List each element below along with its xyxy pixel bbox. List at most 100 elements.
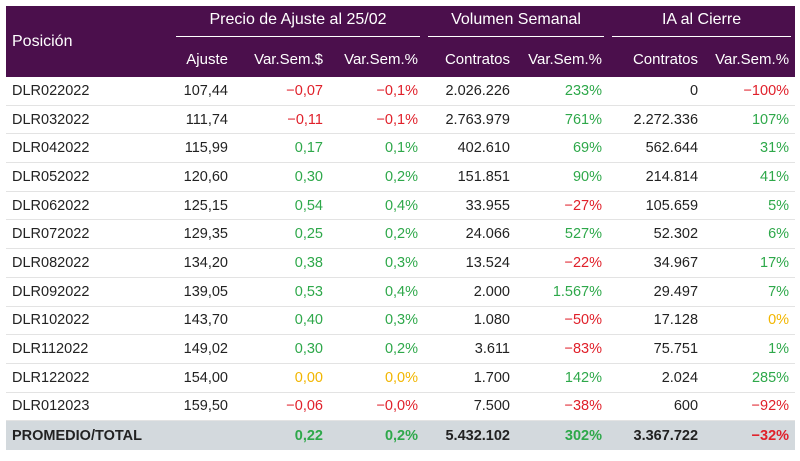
cell-oi-contracts: 75.751 — [608, 334, 705, 364]
cell-ajuste: 107,44 — [172, 77, 234, 106]
volume-group-label: Volumen Semanal — [428, 11, 605, 37]
cell-vol-var-pct: 142% — [516, 363, 609, 393]
cell-oi-var-pct: 31% — [704, 133, 796, 164]
cell-vol-contracts: 2.763.979 — [424, 105, 516, 135]
cell-vol-var-pct: 233% — [516, 77, 609, 106]
table-header: Posición Precio de Ajuste al 25/02 Volum… — [6, 6, 796, 77]
cell-vol-contracts: 2.000 — [424, 277, 516, 307]
table-row: DLR092022 139,05 0,53 0,4% 2.000 1.567% 29.497… — [6, 277, 796, 307]
cell-var-pct: 0,2% — [329, 334, 424, 364]
cell-var-pesos: 0,25 — [234, 219, 329, 250]
cell-var-pesos: 0,30 — [234, 334, 329, 364]
cell-vol-var-pct: −50% — [516, 306, 609, 336]
cell-contract-name: DLR112022 — [6, 334, 172, 364]
cell-var-pct: 0,2% — [329, 420, 424, 451]
cell-var-pesos: 0,54 — [234, 191, 329, 221]
cell-oi-var-pct: 5% — [704, 191, 796, 221]
cell-vol-var-pct: 527% — [516, 219, 609, 250]
cell-vol-contracts: 5.432.102 — [424, 420, 516, 451]
cell-ajuste: 111,74 — [172, 105, 234, 135]
table-row: DLR062022 125,15 0,54 0,4% 33.955 −27% 105.659… — [6, 191, 796, 221]
table-row: DLR022022 107,44 −0,07 −0,1% 2.026.226 233% 0−… — [6, 77, 796, 106]
cell-ajuste: 129,35 — [172, 219, 234, 250]
cell-oi-contracts: 600 — [608, 392, 705, 422]
cell-vol-contracts: 402.610 — [424, 133, 516, 164]
cell-vol-contracts: 1.080 — [424, 306, 516, 336]
col-header-var-pesos: Var.Sem.$ — [234, 41, 329, 77]
cell-vol-contracts: 151.851 — [424, 162, 516, 192]
cell-var-pesos: −0,11 — [234, 105, 329, 135]
open-interest-group-label: IA al Cierre — [612, 11, 792, 37]
table-row: DLR122022 154,00 0,00 0,0% 1.700 142% 2.024 285… — [6, 363, 796, 393]
cell-var-pct: −0,0% — [329, 392, 424, 422]
col-header-oi-var-pct: Var.Sem.% — [704, 41, 796, 77]
cell-oi-var-pct: 6% — [704, 219, 796, 250]
table-row: DLR012023 159,50 −0,06 −0,0% 7.500 −38% 600 −92… — [6, 392, 796, 422]
table-body: DLR022022 107,44 −0,07 −0,1% 2.026.226 233% 0−… — [6, 77, 796, 451]
cell-vol-contracts: 7.500 — [424, 392, 516, 422]
cell-vol-contracts: 2.026.226 — [424, 77, 516, 106]
cell-oi-var-pct: 107% — [704, 105, 796, 135]
cell-contract-name: DLR022022 — [6, 77, 172, 106]
cell-ajuste: 154,00 — [172, 363, 234, 393]
cell-vol-contracts: 1.700 — [424, 363, 516, 393]
col-header-vol-var-pct: Var.Sem.% — [516, 41, 609, 77]
cell-var-pesos: 0,00 — [234, 363, 329, 393]
cell-contract-name: DLR012023 — [6, 392, 172, 422]
cell-oi-contracts: 52.302 — [608, 219, 705, 250]
cell-oi-contracts: 34.967 — [608, 248, 705, 278]
cell-oi-var-pct: 285% — [704, 363, 796, 393]
total-row: PROMEDIO/TOTAL 0,22 0,2% 5.432.102 302% 3.367… — [6, 420, 796, 451]
cell-contract-name: DLR062022 — [6, 191, 172, 221]
cell-var-pesos: −0,07 — [234, 77, 329, 106]
col-header-vol-contracts: Contratos — [424, 41, 516, 77]
cell-contract-name: DLR042022 — [6, 133, 172, 164]
cell-ajuste: 125,15 — [172, 191, 234, 221]
table-row: DLR052022 120,60 0,30 0,2% 151.851 90% 214.814… — [6, 162, 796, 192]
table-row: DLR102022 143,70 0,40 0,3% 1.080 −50% 17.128 0% — [6, 306, 796, 336]
cell-vol-contracts: 24.066 — [424, 219, 516, 250]
cell-vol-var-pct: −38% — [516, 392, 609, 422]
table-row: DLR032022 111,74 −0,11 −0,1% 2.763.979 761% 2.… — [6, 105, 796, 135]
table-row: DLR112022 149,02 0,30 0,2% 3.611 −83% 75.751 1% — [6, 334, 796, 364]
col-header-oi-contracts: Contratos — [608, 41, 705, 77]
cell-oi-var-pct: −92% — [704, 392, 796, 422]
cell-vol-var-pct: −83% — [516, 334, 609, 364]
cell-ajuste: 120,60 — [172, 162, 234, 192]
cell-oi-var-pct: 41% — [704, 162, 796, 192]
cell-oi-var-pct: 1% — [704, 334, 796, 364]
cell-var-pesos: 0,17 — [234, 133, 329, 164]
cell-vol-contracts: 3.611 — [424, 334, 516, 364]
cell-oi-contracts: 105.659 — [608, 191, 705, 221]
cell-ajuste: 149,02 — [172, 334, 234, 364]
open-interest-group-header: IA al Cierre — [608, 6, 796, 41]
cell-oi-contracts: 214.814 — [608, 162, 705, 192]
cell-vol-contracts: 13.524 — [424, 248, 516, 278]
cell-contract-name: DLR102022 — [6, 306, 172, 336]
cell-var-pct: 0,3% — [329, 306, 424, 336]
cell-contract-name: DLR032022 — [6, 105, 172, 135]
cell-oi-contracts: 2.272.336 — [608, 105, 705, 135]
cell-var-pesos: 0,53 — [234, 277, 329, 307]
cell-contract-name: DLR092022 — [6, 277, 172, 307]
cell-oi-contracts: 562.644 — [608, 133, 705, 164]
cell-ajuste: 159,50 — [172, 392, 234, 422]
cell-vol-var-pct: 761% — [516, 105, 609, 135]
cell-oi-var-pct: −100% — [704, 77, 796, 106]
cell-var-pesos: −0,06 — [234, 392, 329, 422]
price-group-label: Precio de Ajuste al 25/02 — [176, 11, 420, 37]
position-header: Posición — [6, 6, 172, 77]
futures-table-container: Posición Precio de Ajuste al 25/02 Volum… — [6, 6, 796, 451]
cell-vol-var-pct: −22% — [516, 248, 609, 278]
cell-var-pct: 0,2% — [329, 162, 424, 192]
cell-var-pct: 0,2% — [329, 219, 424, 250]
cell-var-pct: −0,1% — [329, 77, 424, 106]
cell-var-pesos: 0,30 — [234, 162, 329, 192]
col-header-ajuste: Ajuste — [172, 41, 234, 77]
volume-group-header: Volumen Semanal — [424, 6, 609, 41]
cell-var-pct: 0,1% — [329, 133, 424, 164]
cell-var-pct: −0,1% — [329, 105, 424, 135]
cell-contract-name: DLR082022 — [6, 248, 172, 278]
cell-var-pct: 0,0% — [329, 363, 424, 393]
cell-var-pct: 0,3% — [329, 248, 424, 278]
